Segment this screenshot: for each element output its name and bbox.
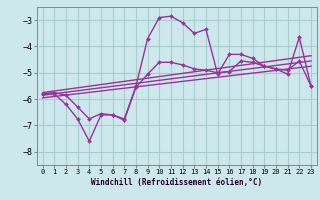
X-axis label: Windchill (Refroidissement éolien,°C): Windchill (Refroidissement éolien,°C) [91, 178, 262, 187]
